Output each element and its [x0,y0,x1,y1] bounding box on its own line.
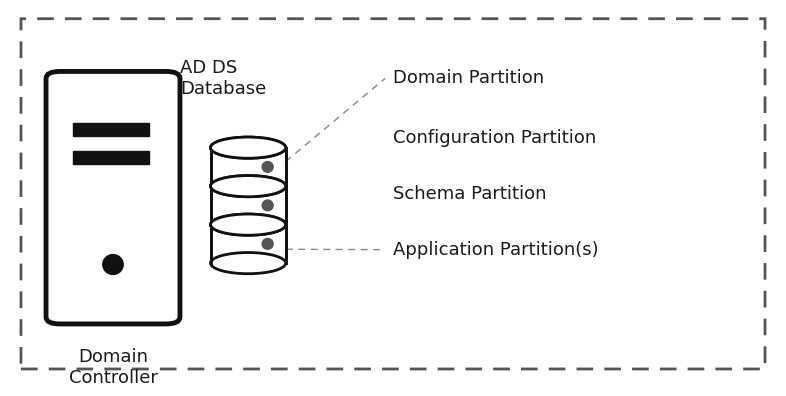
Bar [211,186,285,225]
Ellipse shape [103,255,123,274]
Ellipse shape [211,137,285,158]
Ellipse shape [263,200,274,211]
Bar [73,151,149,164]
Bar [211,225,285,263]
FancyBboxPatch shape [46,71,180,324]
Ellipse shape [263,238,274,249]
Ellipse shape [263,162,274,172]
Text: Domain Partition: Domain Partition [393,69,544,88]
Text: AD DS
Database: AD DS Database [180,59,266,98]
Bar [211,148,285,186]
Ellipse shape [211,253,285,274]
Text: Configuration Partition: Configuration Partition [393,129,597,147]
FancyBboxPatch shape [21,19,765,369]
Text: Application Partition(s): Application Partition(s) [393,241,599,259]
Text: Schema Partition: Schema Partition [393,185,546,203]
Bar [73,122,149,136]
Text: Domain
Controller: Domain Controller [68,348,157,386]
Ellipse shape [211,175,285,197]
Ellipse shape [211,214,285,235]
Ellipse shape [211,137,285,158]
